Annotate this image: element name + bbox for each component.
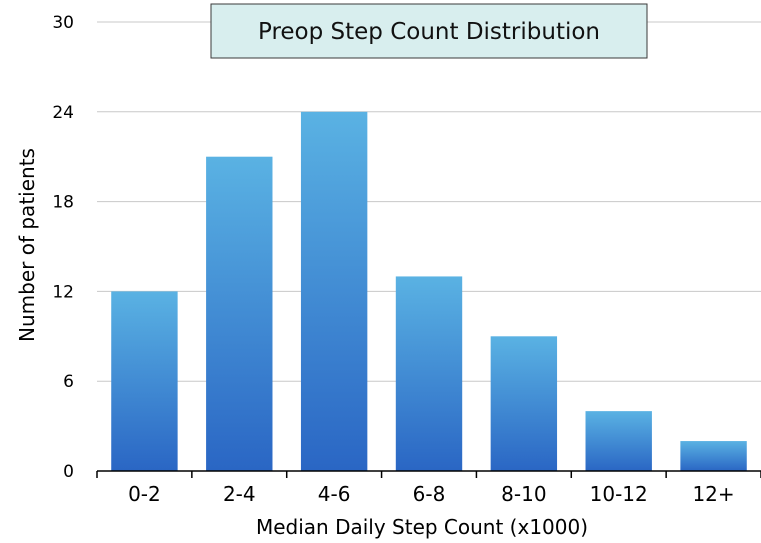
x-ticks bbox=[96, 471, 761, 478]
bar-8-10 bbox=[490, 336, 558, 471]
x-tick-label: 4-6 bbox=[318, 482, 351, 506]
bar-0-2 bbox=[111, 291, 178, 471]
x-tick-label: 10-12 bbox=[590, 482, 648, 506]
bar-6-8 bbox=[395, 276, 463, 471]
title-box bbox=[210, 3, 648, 59]
y-tick-labels: 0 6 12 18 24 30 bbox=[52, 13, 74, 482]
y-tick-label: 12 bbox=[52, 282, 74, 302]
y-tick-label: 6 bbox=[63, 372, 74, 392]
x-tick-label: 6-8 bbox=[413, 482, 446, 506]
chart-title: Preop Step Count Distribution bbox=[210, 3, 648, 59]
bar-4-6 bbox=[300, 111, 368, 472]
x-tick-label: 12+ bbox=[692, 482, 734, 506]
y-tick-label: 30 bbox=[52, 13, 74, 33]
x-tick-labels: 0-2 2-4 4-6 6-8 8-10 10-12 12+ bbox=[128, 482, 735, 506]
bar-12+ bbox=[680, 441, 747, 471]
title-text: Preop Step Count Distribution bbox=[258, 19, 600, 45]
y-tick-label: 18 bbox=[52, 193, 74, 213]
bar-2-4 bbox=[206, 156, 273, 471]
bars bbox=[111, 111, 747, 472]
bar-10-12 bbox=[585, 411, 652, 471]
y-tick-label: 0 bbox=[63, 462, 74, 482]
x-tick-label: 2-4 bbox=[223, 482, 256, 506]
y-tick-label: 24 bbox=[52, 103, 74, 123]
x-tick-label: 8-10 bbox=[501, 482, 546, 506]
x-axis-title: Median Daily Step Count (x1000) bbox=[256, 515, 588, 539]
x-tick-label: 0-2 bbox=[128, 482, 161, 506]
y-axis-title: Number of patients bbox=[15, 148, 39, 342]
